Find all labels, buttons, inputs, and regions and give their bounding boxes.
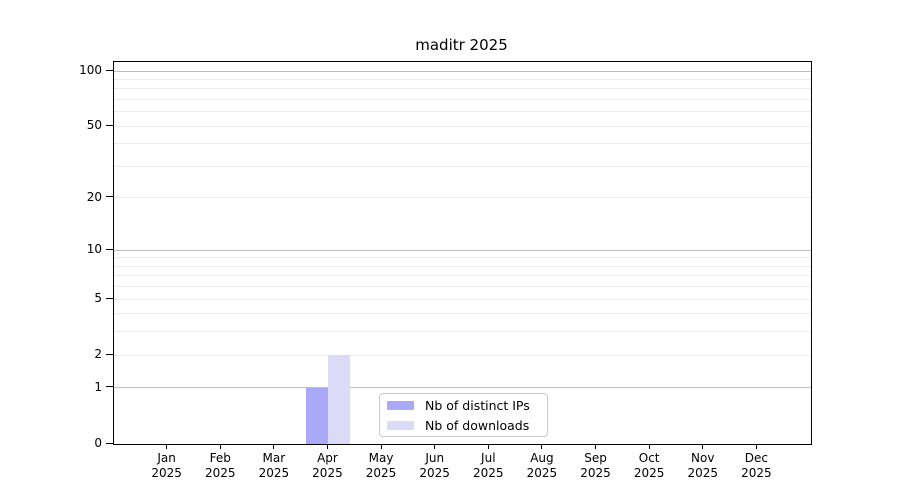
gridline-minor	[114, 313, 811, 315]
legend-item-downloads: Nb of downloads	[387, 417, 540, 434]
y-tick-label: 0	[94, 436, 102, 450]
x-tick-month: May	[368, 451, 394, 465]
legend-label-distinct-ips: Nb of distinct IPs	[425, 397, 530, 413]
x-tick-month: Nov	[691, 451, 715, 465]
y-tick-mark	[106, 196, 113, 198]
x-tick-year: 2025	[312, 466, 343, 480]
y-tick-label: 20	[86, 189, 102, 204]
x-tick-mark	[326, 444, 328, 449]
y-tick-label: 50	[86, 118, 102, 133]
x-tick-mark	[166, 444, 168, 449]
y-tick-label: 1	[94, 379, 102, 394]
x-tick-mark	[273, 444, 275, 449]
x-tick-month: Jul	[481, 451, 496, 465]
x-tick-month: Jun	[425, 451, 445, 465]
x-tick-month: Feb	[209, 451, 231, 465]
gridline-minor	[114, 111, 811, 113]
gridline-major	[114, 387, 811, 389]
y-tick-mark	[106, 297, 113, 299]
y-tick-mark	[106, 124, 113, 126]
gridline-minor	[114, 286, 811, 288]
x-tick-year: 2025	[151, 466, 182, 480]
x-tick-mark	[595, 444, 597, 449]
x-tick-label: Nov 2025	[668, 451, 738, 481]
legend-swatch-downloads	[387, 420, 414, 430]
x-tick-mark	[702, 444, 704, 449]
x-tick-month: Apr	[317, 451, 338, 465]
y-tick-mark	[106, 248, 113, 250]
x-tick-month: Aug	[530, 451, 554, 465]
bar-downloads	[328, 355, 351, 444]
x-tick-mark	[434, 444, 436, 449]
x-tick-mark	[380, 444, 382, 449]
x-tick-label: Jul 2025	[453, 451, 523, 481]
y-tick-label: 5	[94, 291, 102, 306]
x-tick-label: Feb 2025	[185, 451, 255, 481]
chart-title: maditr 2025	[415, 36, 508, 54]
x-tick-month: Sep	[584, 451, 607, 465]
x-tick-mark	[487, 444, 489, 449]
x-tick-year: 2025	[258, 466, 290, 480]
x-tick-label: Aug 2025	[507, 451, 577, 481]
x-tick-label: Sep 2025	[561, 451, 631, 481]
y-tick-label: 2	[94, 347, 102, 362]
x-tick-mark	[541, 444, 543, 449]
x-tick-label: May 2025	[346, 451, 416, 481]
x-tick-year: 2025	[741, 466, 772, 480]
x-tick-label: Mar 2025	[239, 451, 309, 481]
legend-swatch-distinct-ips	[387, 400, 414, 410]
x-tick-label: Apr 2025	[292, 451, 362, 481]
gridline-minor	[114, 298, 811, 300]
x-tick-month: Dec	[744, 451, 768, 465]
x-tick-year: 2025	[473, 466, 504, 480]
gridline-minor	[114, 99, 811, 101]
legend-label-downloads: Nb of downloads	[425, 417, 530, 433]
x-tick-label: Dec 2025	[721, 451, 791, 481]
gridline-minor	[114, 331, 811, 333]
x-tick-label: Jan 2025	[132, 451, 202, 481]
gridline-minor	[114, 125, 811, 127]
bar-distinct-ips	[306, 387, 329, 444]
plot-area: Nb of distinct IPs Nb of downloads	[113, 61, 812, 445]
x-tick-month: Jan	[157, 451, 176, 465]
x-tick-label: Oct 2025	[614, 451, 684, 481]
gridline-minor	[114, 265, 811, 267]
gridline-minor	[114, 197, 811, 199]
x-tick-year: 2025	[526, 466, 558, 480]
x-tick-year: 2025	[365, 466, 397, 480]
gridline-major	[114, 249, 811, 251]
x-tick-month: Oct	[638, 451, 660, 465]
x-tick-year: 2025	[687, 466, 719, 480]
legend-item-distinct-ips: Nb of distinct IPs	[387, 397, 540, 414]
gridline-minor	[114, 275, 811, 277]
x-tick-month: Mar	[262, 451, 286, 465]
gridline-minor	[114, 88, 811, 90]
x-tick-mark	[219, 444, 221, 449]
x-tick-mark	[755, 444, 757, 449]
x-tick-mark	[648, 444, 650, 449]
x-tick-year: 2025	[580, 466, 611, 480]
x-tick-year: 2025	[633, 466, 665, 480]
gridline-minor	[114, 143, 811, 145]
legend: Nb of distinct IPs Nb of downloads	[379, 393, 548, 437]
gridline-minor	[114, 78, 811, 80]
y-tick-label: 100	[79, 63, 102, 78]
y-tick-mark	[106, 442, 113, 444]
y-tick-mark	[106, 353, 113, 355]
x-tick-label: Jun 2025	[400, 451, 470, 481]
gridline-major	[114, 70, 811, 72]
x-tick-year: 2025	[419, 466, 450, 480]
x-tick-year: 2025	[204, 466, 236, 480]
gridline-minor	[114, 257, 811, 259]
gridline-minor	[114, 354, 811, 356]
gridline-minor	[114, 166, 811, 167]
y-tick-label: 10	[86, 242, 102, 257]
y-tick-mark	[106, 69, 113, 71]
y-tick-mark	[106, 386, 113, 388]
